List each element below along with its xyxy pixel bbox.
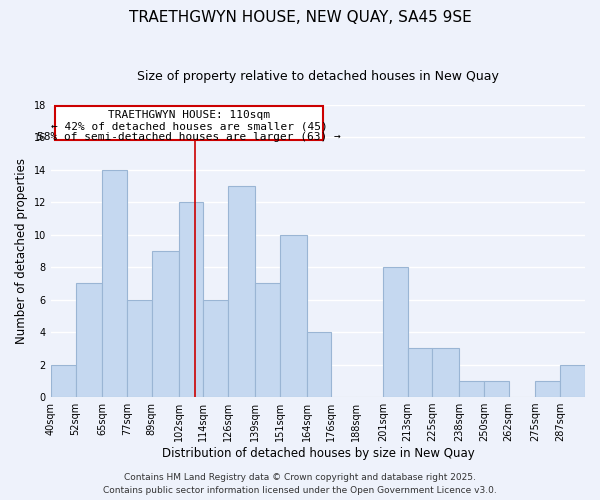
- Bar: [127, 300, 152, 397]
- Bar: [76, 284, 103, 397]
- Bar: [484, 381, 509, 397]
- Bar: [535, 381, 560, 397]
- Bar: [152, 251, 179, 397]
- Bar: [307, 332, 331, 397]
- Bar: [203, 300, 228, 397]
- Bar: [255, 284, 280, 397]
- Y-axis label: Number of detached properties: Number of detached properties: [15, 158, 28, 344]
- Bar: [459, 381, 484, 397]
- Text: ← 42% of detached houses are smaller (45): ← 42% of detached houses are smaller (45…: [50, 121, 328, 131]
- Bar: [228, 186, 255, 397]
- X-axis label: Distribution of detached houses by size in New Quay: Distribution of detached houses by size …: [161, 447, 474, 460]
- Title: Size of property relative to detached houses in New Quay: Size of property relative to detached ho…: [137, 70, 499, 83]
- Bar: [103, 170, 127, 397]
- Text: TRAETHGWYN HOUSE: 110sqm: TRAETHGWYN HOUSE: 110sqm: [108, 110, 270, 120]
- Bar: [560, 364, 585, 397]
- Bar: [51, 364, 76, 397]
- Text: 58% of semi-detached houses are larger (63) →: 58% of semi-detached houses are larger (…: [37, 132, 341, 141]
- Bar: [383, 268, 407, 397]
- FancyBboxPatch shape: [55, 106, 323, 140]
- Bar: [407, 348, 433, 397]
- Text: TRAETHGWYN HOUSE, NEW QUAY, SA45 9SE: TRAETHGWYN HOUSE, NEW QUAY, SA45 9SE: [128, 10, 472, 25]
- Text: Contains HM Land Registry data © Crown copyright and database right 2025.
Contai: Contains HM Land Registry data © Crown c…: [103, 474, 497, 495]
- Bar: [433, 348, 459, 397]
- Bar: [280, 235, 307, 397]
- Bar: [179, 202, 203, 397]
